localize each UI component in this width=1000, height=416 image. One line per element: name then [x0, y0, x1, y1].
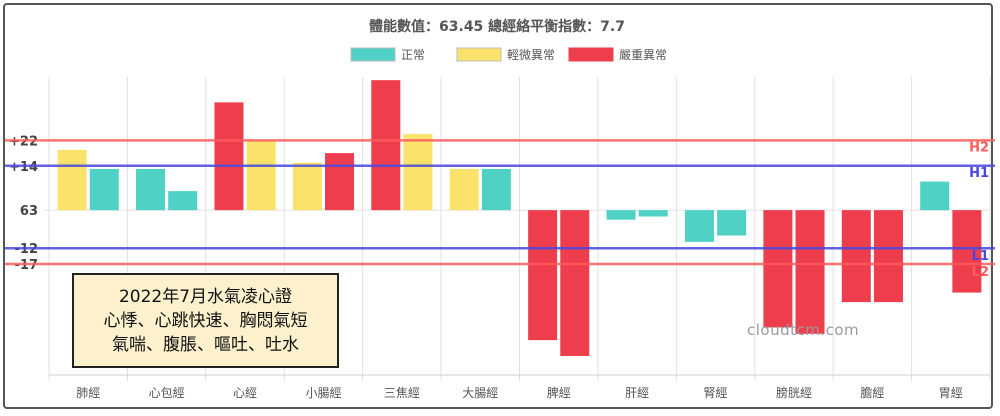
reference-label-H2: H2: [969, 140, 989, 155]
bar-大腸經-1: [449, 168, 479, 211]
x-tick-label: 腎經: [704, 386, 728, 400]
bar-膽經-1: [841, 210, 871, 303]
legend-label: 正常: [401, 48, 425, 62]
bar-大腸經-2: [481, 168, 511, 211]
caption-line-1: 2022年7月水氣凌心證: [118, 286, 293, 307]
x-tick-label: 膽經: [860, 385, 884, 400]
watermark-text: cloudtcm.com: [747, 321, 860, 339]
legend-label: 嚴重異常: [619, 48, 667, 62]
x-tick-label: 膀胱經: [776, 385, 812, 400]
bar-小腸經-1: [292, 162, 322, 211]
x-tick-label: 肺經: [76, 386, 100, 400]
x-tick-label: 三焦經: [384, 386, 420, 400]
y-tick-label: -12: [15, 242, 39, 257]
bar-胃經-1: [920, 181, 950, 211]
chart-title: 體能數值：63.45 總經絡平衡指數：7.7: [369, 18, 625, 35]
y-tick-label: +14: [9, 160, 38, 175]
bar-心包經-1: [136, 168, 166, 211]
caption-line-3: 氣喘、腹脹、嘔吐、吐水: [112, 334, 299, 355]
chart-frame: 體能數值：63.45 總經絡平衡指數：7.7 正常 輕微異常 嚴重異常 +22 +14 63…: [3, 3, 995, 409]
bar-胃經-2: [952, 210, 982, 293]
bar-肝經-1: [606, 210, 636, 220]
bar-肺經-2: [89, 168, 119, 211]
bar-肝經-2: [638, 210, 668, 217]
bar-腎經-1: [684, 210, 714, 242]
bar-chart: 體能數值：63.45 總經絡平衡指數：7.7 正常 輕微異常 嚴重異常 +22 +14 63…: [5, 18, 995, 400]
bar-膀胱經-1: [763, 210, 793, 328]
legend-swatch: [350, 47, 396, 62]
bar-心經-1: [214, 102, 244, 211]
caption-line-2: 心悸、心跳快速、胸悶氣短: [103, 310, 308, 331]
bar-膀胱經-2: [795, 210, 825, 334]
bar-小腸經-2: [325, 153, 355, 211]
bar-肺經-1: [57, 149, 87, 211]
y-tick-label: 63: [20, 204, 38, 219]
bar-脾經-1: [528, 210, 558, 341]
x-tick-label: 肝經: [625, 386, 649, 400]
bar-心經-2: [246, 140, 276, 211]
reference-label-L2: L2: [972, 265, 989, 280]
bar-腎經-2: [717, 210, 747, 236]
legend-swatch: [568, 47, 614, 62]
x-tick-label: 大腸經: [462, 386, 498, 400]
x-tick-label: 脾經: [547, 385, 571, 400]
bar-膽經-2: [873, 210, 903, 303]
reference-label-H1: H1: [969, 166, 989, 181]
bar-脾經-2: [560, 210, 590, 356]
x-tick-label: 小腸經: [305, 386, 341, 400]
reference-label-L1: L1: [972, 249, 989, 264]
bar-心包經-2: [168, 191, 198, 211]
legend-label: 輕微異常: [507, 48, 555, 62]
bar-三焦經-2: [403, 134, 433, 211]
bar-三焦經-1: [371, 80, 401, 211]
x-tick-label: 心經: [233, 386, 257, 400]
x-tick-label: 胃經: [939, 386, 963, 400]
y-tick-label: -17: [15, 258, 39, 273]
x-tick-label: 心包經: [149, 386, 185, 400]
y-tick-label: +22: [9, 134, 38, 149]
legend-swatch: [456, 47, 502, 62]
syndrome-caption-box: 2022年7月水氣凌心證 心悸、心跳快速、胸悶氣短 氣喘、腹脹、嘔吐、吐水: [72, 273, 339, 368]
